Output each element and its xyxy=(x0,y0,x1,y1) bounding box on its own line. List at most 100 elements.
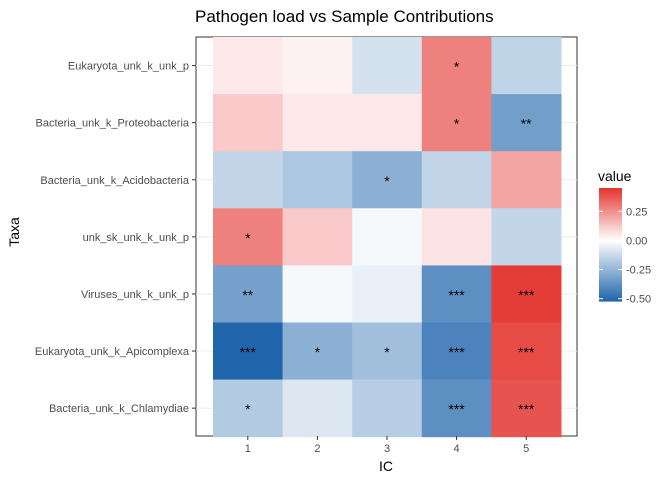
legend-gradient-step xyxy=(599,280,622,283)
legend-gradient-step xyxy=(599,188,622,191)
legend-gradient-step xyxy=(599,220,622,223)
x-axis-title: IC xyxy=(379,458,393,474)
significance-label: ** xyxy=(521,116,532,132)
heatmap-cells xyxy=(213,37,562,438)
legend-gradient-step xyxy=(599,276,622,279)
significance-label: * xyxy=(454,116,460,132)
legend-gradient-step xyxy=(599,250,622,253)
heatmap-cell xyxy=(352,265,423,323)
heatmap-cell xyxy=(421,208,492,266)
legend-gradient-step xyxy=(599,278,622,281)
x-tick-label: 4 xyxy=(454,443,460,455)
legend-gradient-step xyxy=(599,189,622,193)
heatmap-cell xyxy=(491,151,562,209)
legend-gradient-step xyxy=(599,204,622,208)
heatmap-cell xyxy=(282,151,353,209)
legend-gradient-step xyxy=(599,252,622,255)
legend-gradient-step xyxy=(599,235,622,238)
significance-labels: ** ****** *** ****** * * *** **** *** *** xyxy=(240,59,535,418)
y-tick-labels: Eukaryota_unk_k_unk_p Bacteria_unk_k_Prot… xyxy=(35,61,196,415)
legend-tick-label: -0.25 xyxy=(626,265,651,277)
legend-gradient-step xyxy=(599,270,622,274)
heatmap-cell xyxy=(282,322,353,381)
heatmap-cell xyxy=(213,265,284,323)
legend-gradient-step xyxy=(599,212,622,215)
heatmap-cell xyxy=(491,208,562,266)
heatmap-cell xyxy=(352,208,423,266)
legend-gradient-step xyxy=(599,227,622,231)
y-tick-label: unk_sk_unk_k_unk_p xyxy=(83,232,189,244)
legend-gradient-step xyxy=(599,233,622,236)
y-axis-title: Taxa xyxy=(6,217,22,247)
legend-gradient-step xyxy=(599,248,622,251)
legend-gradient-step xyxy=(599,244,622,247)
legend-gradient-step xyxy=(599,255,622,259)
legend-gradient-step xyxy=(599,282,622,285)
heatmap-cell xyxy=(282,379,353,438)
legend-gradient-step xyxy=(599,210,622,214)
significance-label: * xyxy=(245,401,251,417)
heatmap-cell xyxy=(421,322,492,381)
significance-label: *** xyxy=(448,401,465,417)
legend-gradient-step xyxy=(599,221,622,225)
heatmap-cell xyxy=(352,94,423,152)
heatmap-cell xyxy=(421,37,492,95)
legend-gradient-step xyxy=(599,197,622,200)
legend-gradient-step xyxy=(599,274,622,278)
heatmap-cell xyxy=(421,151,492,209)
legend-tick-label: -0.50 xyxy=(626,294,651,306)
legend-gradient-step xyxy=(599,206,622,210)
legend-gradient-step xyxy=(599,267,622,270)
legend-gradient-step xyxy=(599,246,622,249)
y-tick-label: Viruses_unk_k_unk_p xyxy=(81,289,189,301)
heatmap-cell xyxy=(213,37,284,95)
legend-gradient-step xyxy=(599,291,622,295)
legend-title: value xyxy=(598,168,632,184)
legend-gradient-step xyxy=(599,214,622,217)
y-tick-label: Bacteria_unk_k_Proteobacteria xyxy=(36,118,190,130)
legend-gradient-step xyxy=(599,191,622,195)
heatmap-cell xyxy=(491,94,562,152)
heatmap-cell xyxy=(421,379,492,438)
legend-gradient-step xyxy=(599,218,622,221)
heatmap-cell xyxy=(213,322,284,381)
significance-label: *** xyxy=(448,287,465,303)
legend-gradient-step xyxy=(599,268,622,272)
legend-gradient-step xyxy=(599,253,622,257)
legend-gradient-step xyxy=(599,259,622,263)
heatmap-cell xyxy=(213,94,284,152)
legend-gradient-step xyxy=(599,203,622,206)
significance-label: * xyxy=(454,59,460,75)
y-tick-label: Bacteria_unk_k_Chlamydiae xyxy=(49,403,189,415)
legend-gradient-step xyxy=(599,242,622,246)
legend-gradient-step xyxy=(599,295,622,298)
legend-gradient-step xyxy=(599,229,622,232)
legend-gradient-step xyxy=(599,289,622,293)
heatmap-cell xyxy=(491,37,562,95)
x-tick-label: 1 xyxy=(245,443,251,455)
heatmap-cell xyxy=(352,151,423,209)
legend-gradient-step xyxy=(599,284,622,287)
legend-gradient-step xyxy=(599,265,622,268)
legend-gradient-step xyxy=(599,231,622,234)
color-legend: value 0.25 0.00 -0.25 -0.50 xyxy=(598,168,651,306)
legend-tick-label: 0.00 xyxy=(626,235,647,247)
heatmap-cell xyxy=(421,94,492,152)
legend-gradient-step xyxy=(599,193,622,197)
legend-gradient-step xyxy=(599,287,622,291)
y-tick-label: Bacteria_unk_k_Acidobacteria xyxy=(40,175,189,187)
chart-title: Pathogen load vs Sample Contributions xyxy=(195,7,494,26)
legend-gradient-step xyxy=(599,297,622,300)
legend-gradient-step xyxy=(599,236,622,240)
heatmap-cell xyxy=(352,379,423,438)
y-tick-label: Eukaryota_unk_k_unk_p xyxy=(68,61,189,73)
significance-label: * xyxy=(384,344,390,360)
heatmap-cell xyxy=(282,208,353,266)
legend-gradient-step xyxy=(599,285,622,289)
legend-gradient-step xyxy=(599,257,622,261)
heatmap-cell xyxy=(213,208,284,266)
legend-gradient-step xyxy=(599,223,622,227)
legend-gradient-step xyxy=(599,299,622,302)
legend-gradient-step xyxy=(599,199,622,202)
